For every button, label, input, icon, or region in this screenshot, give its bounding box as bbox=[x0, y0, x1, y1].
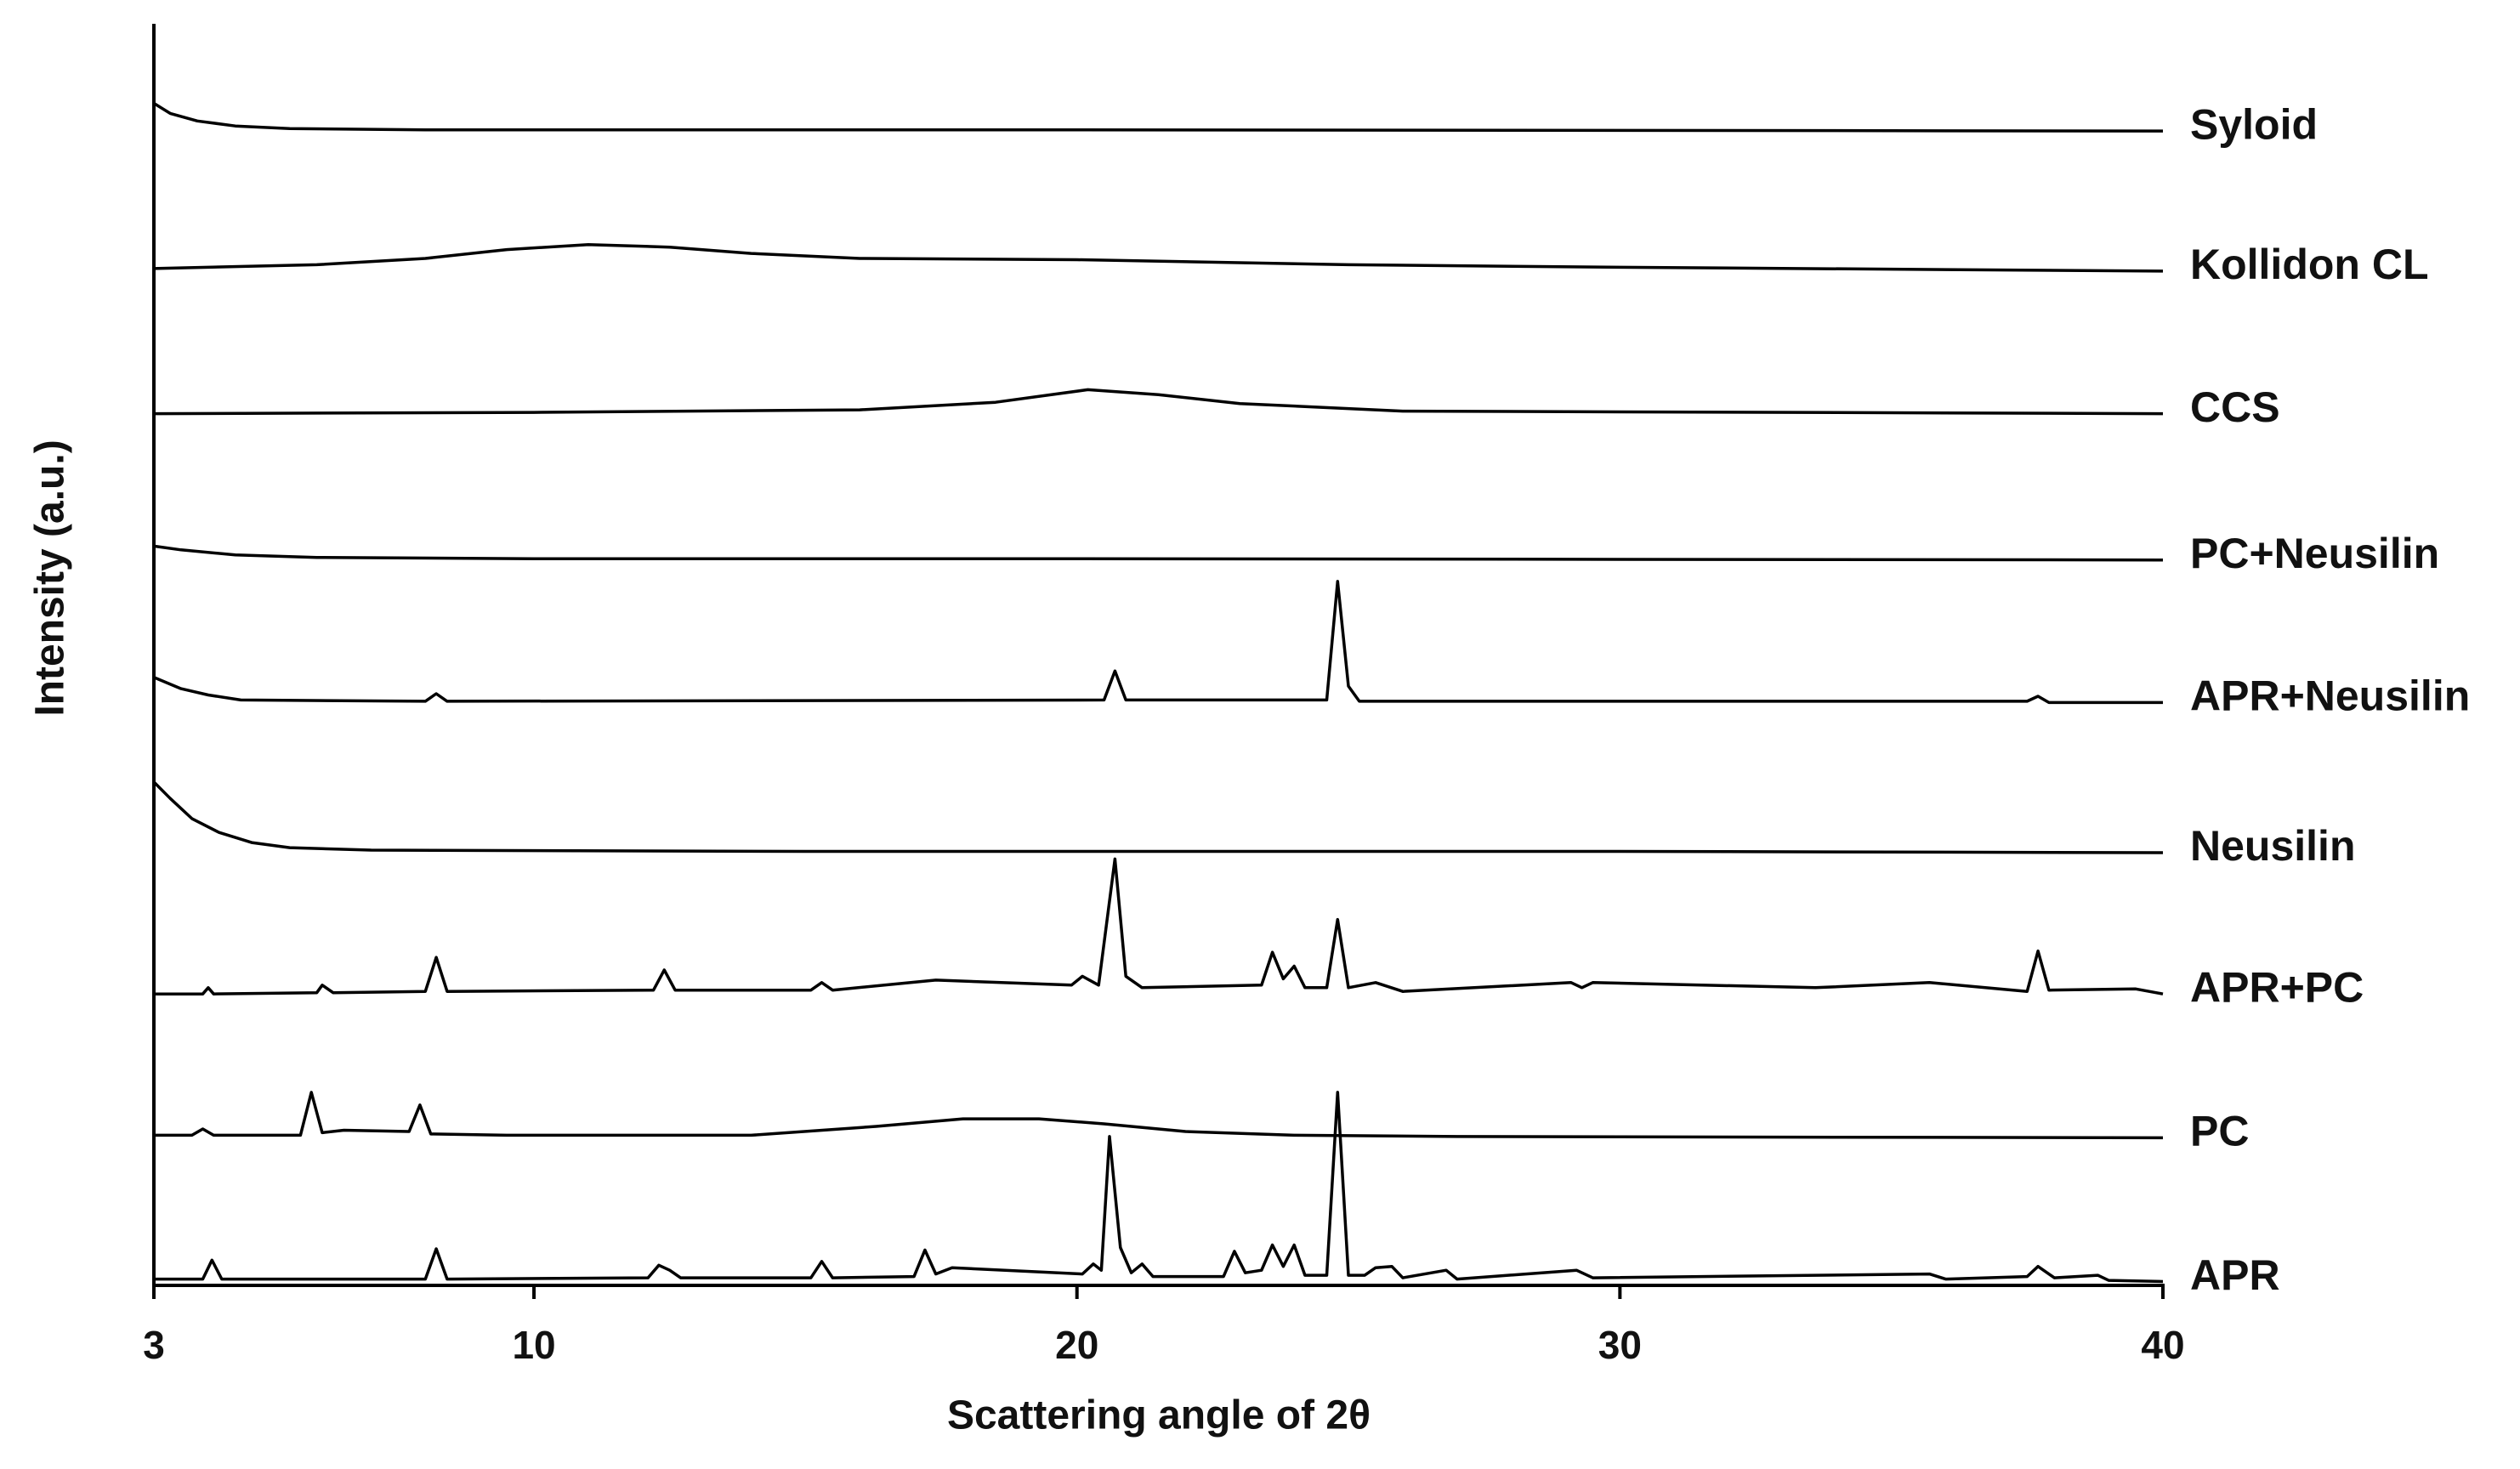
xrd-trace bbox=[153, 580, 2163, 705]
xrd-trace bbox=[153, 544, 2164, 562]
xrd-trace bbox=[153, 242, 2164, 273]
x-tick-label: 10 bbox=[512, 1323, 555, 1367]
xrd-trace bbox=[153, 102, 2164, 133]
y-axis-title: Intensity (a.u.) bbox=[28, 440, 73, 716]
x-tick-label: 40 bbox=[2141, 1323, 2184, 1367]
series-label: PC+Neusilin bbox=[2190, 530, 2439, 577]
xrd-trace bbox=[154, 1091, 2164, 1284]
series-label: APR+Neusilin bbox=[2190, 672, 2470, 720]
series-label: PC bbox=[2190, 1108, 2249, 1155]
series-label: CCS bbox=[2190, 383, 2280, 431]
x-tick-label: 3 bbox=[143, 1323, 165, 1367]
x-tick-label: 30 bbox=[1598, 1323, 1642, 1367]
series-label: Neusilin bbox=[2190, 822, 2355, 870]
series-label: APR bbox=[2190, 1251, 2280, 1299]
series-label: Kollidon CL bbox=[2190, 241, 2429, 288]
x-axis-title: Scattering angle of 2θ bbox=[947, 1393, 1371, 1438]
series-label: Syloid bbox=[2190, 100, 2318, 148]
xrd-trace bbox=[154, 857, 2164, 995]
xrd-trace bbox=[153, 388, 2164, 416]
xrd-trace bbox=[154, 1091, 2164, 1140]
x-tick-label: 20 bbox=[1055, 1323, 1098, 1367]
xrd-trace bbox=[152, 780, 2164, 854]
series-label: APR+PC bbox=[2190, 963, 2364, 1011]
